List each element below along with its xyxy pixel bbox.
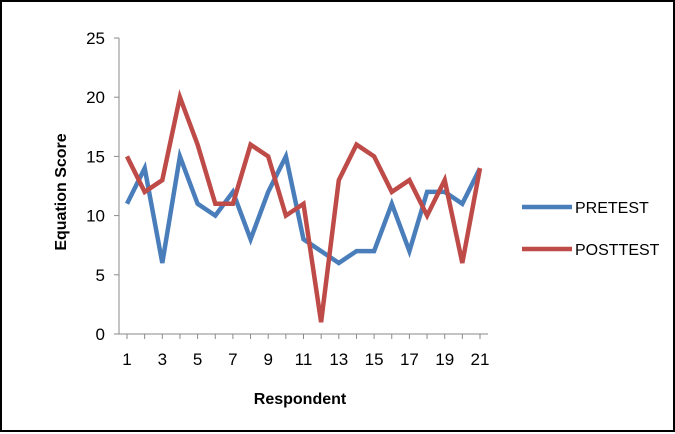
y-tick-label: 10 [86, 207, 105, 226]
x-tick-label: 9 [263, 350, 272, 369]
series-line-posttest [124, 89, 483, 323]
legend-label-pretest: PRETEST [575, 200, 649, 217]
y-tick-label: 15 [86, 147, 105, 166]
series-lines [124, 89, 483, 323]
x-tick-label: 11 [295, 350, 313, 369]
legend: PRETEST POSTTEST [522, 200, 660, 259]
y-tick-label: 0 [96, 325, 105, 344]
x-tick-label: 19 [435, 350, 454, 369]
legend-label-posttest: POSTTEST [575, 242, 660, 259]
x-tick-label: 17 [400, 350, 419, 369]
x-tick-label: 7 [228, 350, 237, 369]
x-tick-label: 5 [193, 350, 202, 369]
x-tick-label: 21 [471, 350, 490, 369]
x-tick-label: 1 [122, 350, 131, 369]
x-tick-label: 15 [365, 350, 384, 369]
x-tick-label: 3 [158, 350, 167, 369]
x-axis-title: Respondent [254, 391, 347, 408]
series-line-pretest [124, 147, 483, 266]
y-tick-label: 5 [96, 266, 105, 285]
y-tick-label: 20 [86, 88, 105, 107]
y-tick-label: 25 [86, 29, 105, 48]
y-axis-title: Equation Score [53, 133, 70, 250]
x-tick-label: 13 [329, 350, 348, 369]
